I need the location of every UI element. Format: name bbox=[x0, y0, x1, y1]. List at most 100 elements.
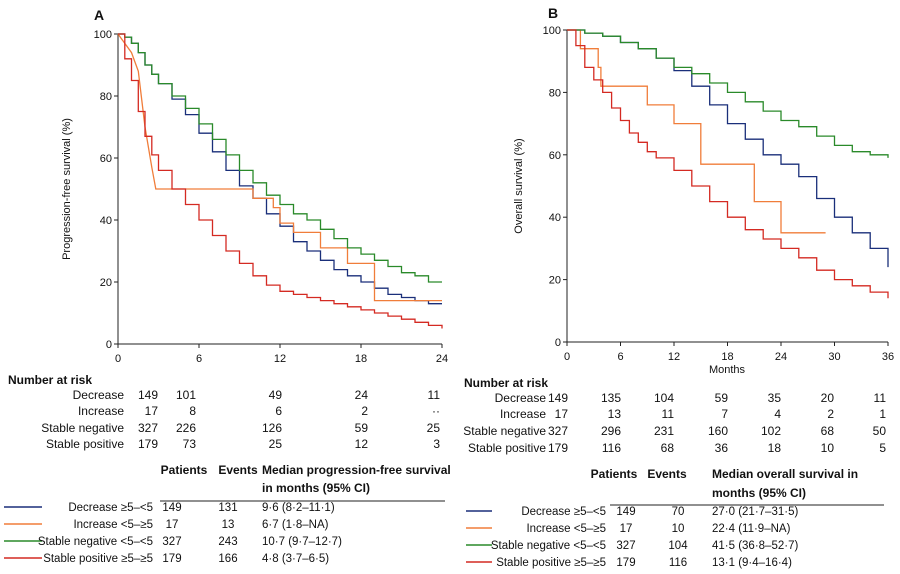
risk-value: 36 bbox=[715, 441, 729, 455]
y-tick-label: 60 bbox=[100, 153, 112, 165]
y-tick-label: 60 bbox=[549, 150, 561, 162]
km-curve-2 bbox=[118, 33, 442, 283]
summary-events: 10 bbox=[672, 523, 685, 535]
risk-row-label: Increase bbox=[78, 404, 124, 418]
summary-patients: 17 bbox=[166, 519, 179, 531]
risk-value: 59 bbox=[355, 421, 369, 435]
risk-value: 13 bbox=[608, 407, 622, 421]
summary-events: 243 bbox=[218, 536, 237, 548]
y-tick-label: 100 bbox=[94, 29, 112, 41]
km-curve-2 bbox=[567, 29, 889, 158]
km-curve-3 bbox=[118, 33, 443, 329]
risk-value: 50 bbox=[873, 424, 887, 438]
panel-label: B bbox=[548, 5, 558, 21]
summary-row-label: Increase <5–≥5 bbox=[526, 523, 606, 535]
risk-value: 68 bbox=[821, 424, 835, 438]
x-tick-label: 30 bbox=[828, 351, 840, 363]
summary-events: 70 bbox=[672, 506, 685, 518]
km-curve-0 bbox=[567, 29, 889, 268]
risk-value: 179 bbox=[138, 437, 158, 451]
y-tick-label: 0 bbox=[555, 337, 561, 349]
summary-patients: 179 bbox=[616, 557, 635, 569]
risk-value: 296 bbox=[601, 424, 621, 438]
risk-value: 4 bbox=[774, 407, 781, 421]
risk-value: 10 bbox=[821, 441, 835, 455]
risk-row-label: Decrease bbox=[73, 388, 125, 402]
summary-patients: 179 bbox=[162, 553, 181, 565]
summary-header-events: Events bbox=[647, 467, 687, 481]
x-tick-label: 0 bbox=[564, 351, 570, 363]
risk-table-header: Number at risk bbox=[8, 373, 92, 387]
summary-events: 166 bbox=[218, 553, 237, 565]
risk-value: 11 bbox=[428, 388, 441, 402]
risk-value: 226 bbox=[176, 421, 196, 435]
summary-patients: 149 bbox=[616, 506, 635, 518]
risk-value: 149 bbox=[548, 391, 568, 405]
summary-header-median: Median overall survival in bbox=[712, 467, 858, 481]
y-tick-label: 20 bbox=[549, 275, 561, 287]
risk-value: 116 bbox=[602, 441, 621, 455]
risk-value: 160 bbox=[708, 424, 728, 438]
y-axis-label: Overall survival (%) bbox=[513, 138, 525, 233]
y-tick-label: 40 bbox=[549, 212, 561, 224]
risk-value: 17 bbox=[145, 404, 159, 418]
y-tick-label: 100 bbox=[543, 25, 561, 37]
summary-header-patients: Patients bbox=[591, 467, 638, 481]
risk-value: 7 bbox=[721, 407, 728, 421]
risk-row-label: Stable positive bbox=[46, 437, 124, 451]
risk-value: 327 bbox=[548, 424, 568, 438]
summary-row-label: Decrease ≥5–<5 bbox=[521, 506, 606, 518]
km-curve-1 bbox=[117, 33, 442, 302]
risk-row-label: Stable negative bbox=[463, 424, 546, 438]
risk-value: 101 bbox=[176, 388, 196, 402]
risk-value: 327 bbox=[138, 421, 158, 435]
x-tick-label: 18 bbox=[355, 353, 367, 365]
risk-value: 135 bbox=[601, 391, 621, 405]
summary-median: 9·6 (8·2–11·1) bbox=[262, 502, 335, 514]
summary-header-median: Median progression-free survival bbox=[262, 463, 451, 477]
summary-median: 41·5 (36·8–52·7) bbox=[712, 540, 798, 552]
risk-value: 2 bbox=[361, 404, 368, 418]
summary-header-median-line2: in months (95% CI) bbox=[262, 481, 370, 495]
y-tick-label: 40 bbox=[100, 215, 112, 227]
risk-value: 2 bbox=[827, 407, 834, 421]
summary-row-label: Decrease ≥5–<5 bbox=[68, 502, 153, 514]
risk-value: 11 bbox=[662, 407, 675, 421]
risk-value: 231 bbox=[654, 424, 674, 438]
risk-value: 25 bbox=[427, 421, 441, 435]
summary-patients: 327 bbox=[162, 536, 181, 548]
km-curve-3 bbox=[567, 29, 889, 299]
summary-patients: 149 bbox=[162, 502, 181, 514]
summary-header-events: Events bbox=[218, 463, 258, 477]
summary-median: 6·7 (1·8–NA) bbox=[262, 519, 329, 531]
y-tick-label: 80 bbox=[100, 91, 112, 103]
summary-median: 10·7 (9·7–12·7) bbox=[262, 536, 342, 548]
risk-table-header: Number at risk bbox=[464, 376, 548, 390]
summary-events: 13 bbox=[222, 519, 235, 531]
x-tick-label: 24 bbox=[436, 353, 448, 365]
risk-value: 25 bbox=[269, 437, 283, 451]
risk-value: ·· bbox=[432, 404, 440, 418]
summary-events: 104 bbox=[668, 540, 688, 552]
x-tick-label: 36 bbox=[882, 351, 894, 363]
risk-value: 102 bbox=[761, 424, 781, 438]
risk-value: 24 bbox=[355, 388, 369, 402]
panel-label: A bbox=[94, 7, 104, 23]
summary-median: 4·8 (3·7–6·5) bbox=[262, 553, 329, 565]
summary-events: 131 bbox=[218, 502, 237, 514]
risk-value: 8 bbox=[189, 404, 196, 418]
y-tick-label: 80 bbox=[549, 87, 561, 99]
risk-row-label: Stable negative bbox=[41, 421, 124, 435]
risk-value: 68 bbox=[661, 441, 675, 455]
risk-value: 73 bbox=[183, 437, 197, 451]
risk-value: 1 bbox=[879, 407, 886, 421]
risk-row-label: Increase bbox=[500, 407, 546, 421]
risk-value: 6 bbox=[275, 404, 282, 418]
risk-row-label: Decrease bbox=[495, 391, 547, 405]
km-curve-1 bbox=[567, 29, 826, 234]
risk-value: 17 bbox=[555, 407, 569, 421]
summary-median: 27·0 (21·7–31·5) bbox=[712, 506, 798, 518]
risk-value: 18 bbox=[768, 441, 782, 455]
y-axis-label: Progression-free survival (%) bbox=[61, 118, 73, 260]
